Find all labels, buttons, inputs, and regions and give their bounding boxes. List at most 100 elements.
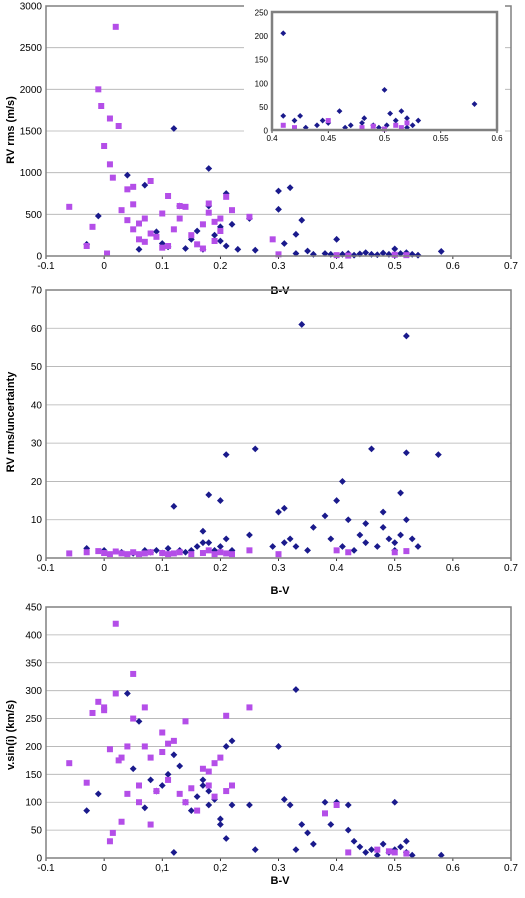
rv-ratio-point-square (118, 550, 125, 557)
rv-ratio-point-square (112, 548, 119, 555)
rv-rms-point-square (130, 201, 137, 208)
vsini-point-diamond (286, 801, 294, 809)
rv-ratio-point-diamond (408, 535, 416, 543)
inset-background (244, 4, 505, 146)
rv-rms-x-tick-label: -0.1 (37, 261, 55, 272)
vsini-point-square (165, 776, 172, 783)
rv-rms-point-diamond (141, 181, 149, 189)
rv-rms-point-square (223, 193, 230, 200)
vsini-point-square (199, 765, 206, 772)
rv-rms-point-square (118, 207, 125, 214)
rv-ratio-point-diamond (385, 535, 393, 543)
rv-ratio-point-square (391, 549, 398, 556)
rv-rms-point-diamond (368, 250, 375, 258)
inset-point-diamond (361, 115, 368, 122)
vsini-point-square (89, 709, 96, 716)
rv-ratio-x-tick-label: 0.6 (446, 563, 460, 574)
rv-rms-y-axis-title: RV rms (m/s) (5, 96, 17, 164)
rv-rms-x-tick-label: 0 (101, 261, 107, 272)
vsini-x-tick-label: 0.6 (446, 863, 460, 874)
rv-ratio-point-diamond (280, 539, 288, 547)
vsini-point-diamond (205, 801, 213, 809)
vsini-y-tick-label: 300 (25, 686, 42, 697)
rv-rms-point-square (130, 183, 137, 190)
rv-ratio-point-diamond (402, 449, 410, 457)
inset-point-diamond (415, 117, 422, 124)
vsini-point-square (223, 712, 230, 719)
rv-rms-point-diamond (211, 231, 218, 239)
inset-y-tick-label: 150 (255, 56, 269, 65)
vsini-point-diamond (437, 851, 445, 859)
rv-ratio-y-tick-label: 50 (31, 362, 43, 373)
vsini-point-square (112, 620, 119, 627)
rv-rms-point-square (147, 230, 154, 237)
rv-rms-point-diamond (205, 165, 213, 172)
rv-rms-point-diamond (216, 237, 224, 245)
vsini-point-square (229, 782, 235, 789)
rv-rms-inset-chart: 0 50 100 150 200 250 0.4 0.45 0.5 0.55 0.6 (244, 4, 505, 146)
rv-ratio-point-square (275, 551, 282, 558)
rv-rms-y-tick-label: 500 (25, 210, 42, 221)
inset-point-diamond (375, 124, 382, 131)
rv-rms-point-diamond (123, 171, 131, 179)
inset-point-diamond (409, 122, 416, 129)
rv-ratio-point-square (83, 549, 90, 556)
rv-ratio-point-diamond (309, 523, 317, 531)
rv-ratio-plot-frame (45, 289, 512, 559)
rv-rms-y-tick-label: 0 (36, 252, 42, 263)
rv-ratio-point-diamond (298, 321, 306, 328)
vsini-point-diamond (379, 840, 387, 848)
rv-rms-point-square (106, 161, 113, 168)
rv-ratio-point-diamond (379, 523, 387, 531)
rv-ratio-point-diamond (205, 539, 213, 547)
rv-ratio-y-tick-label: 40 (31, 400, 43, 411)
rv-ratio-point-diamond (321, 512, 329, 520)
vsini-point-diamond (205, 787, 213, 795)
vsini-point-diamond (199, 776, 207, 784)
rv-rms-point-diamond (362, 249, 370, 257)
rv-ratio-y-tick-label: 20 (31, 477, 43, 488)
inset-point-square (325, 118, 331, 124)
inset-x-tick-label: 0.5 (379, 134, 391, 143)
rv-rms-point-square (104, 250, 111, 257)
rv-rms-point-square (89, 223, 96, 230)
vsini-point-square (106, 746, 113, 753)
vsini-point-square (141, 743, 148, 750)
vsini-point-diamond (158, 782, 166, 789)
vsini-y-tick-label: 50 (31, 826, 43, 837)
vsini-point-square (106, 838, 113, 845)
rv-ratio-point-diamond (344, 516, 352, 524)
vsini-point-square (124, 743, 131, 750)
rv-rms-point-square (205, 200, 212, 207)
vsini-point-diamond (373, 851, 381, 859)
rv-ratio-point-diamond (333, 497, 341, 504)
rv-rms-x-tick-label: 0.2 (213, 261, 227, 272)
vsini-point-diamond (216, 815, 224, 823)
rv-ratio-point-diamond (153, 546, 160, 554)
rv-ratio-point-square (124, 551, 131, 558)
vsini-y-tick-label: 0 (36, 854, 42, 865)
rv-ratio-point-diamond (205, 491, 213, 499)
inset-point-diamond (404, 115, 410, 122)
inset-x-tick-label: 0.6 (491, 134, 503, 143)
rv-ratio-point-diamond (368, 445, 375, 453)
vsini-point-square (130, 670, 137, 677)
vsini-point-square (101, 704, 108, 711)
inset-point-diamond (404, 124, 410, 131)
vsini-y-tick-label: 350 (25, 658, 42, 669)
rv-ratio-x-tick-label: 0.5 (388, 563, 402, 574)
rv-ratio-point-diamond (391, 539, 399, 547)
vsini-point-square (194, 807, 201, 814)
vsini-point-diamond (170, 849, 178, 856)
inset-point-diamond (387, 110, 394, 117)
vsini-point-square (345, 849, 352, 856)
rv-rms-point-diamond (414, 251, 422, 259)
rv-ratio-point-diamond (350, 546, 358, 554)
inset-point-diamond (381, 86, 388, 93)
vsini-point-diamond (350, 837, 358, 845)
vsini-point-diamond (298, 821, 306, 828)
rv-rms-point-diamond (333, 235, 341, 243)
rv-rms-point-square (153, 233, 160, 240)
vsini-point-diamond (222, 743, 230, 750)
